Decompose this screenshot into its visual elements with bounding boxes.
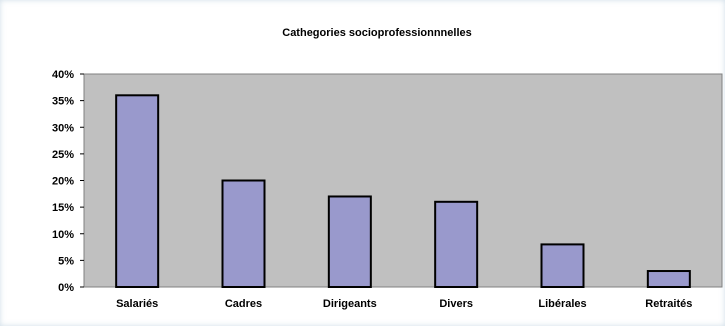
bar (115, 94, 160, 288)
y-tick-label: 40% (52, 69, 74, 81)
x-axis: Salariés Cadres Dirigeants Divers Libérales R… (116, 298, 692, 310)
y-tick-label: 5% (58, 255, 74, 267)
y-tick-label: 15% (52, 202, 74, 214)
y-tick-label: 35% (52, 96, 74, 108)
y-axis: 0% 5% 10% 15% 20% 25% 30% 35% 40% (52, 69, 84, 294)
bar (221, 179, 266, 288)
x-tick-label: Divers (439, 298, 473, 310)
x-tick-label: Retraités (645, 298, 692, 310)
x-tick-label: Cadres (225, 298, 262, 310)
y-tick-label: 30% (52, 122, 74, 134)
plot-area (83, 73, 723, 288)
bar (646, 270, 691, 288)
bars (115, 94, 691, 289)
bar (434, 200, 479, 288)
bar (540, 243, 585, 288)
chart-title: Cathegories socioprofessionnnelles (282, 27, 472, 39)
y-tick-label: 0% (58, 282, 74, 294)
x-tick-label: Dirigeants (323, 298, 377, 310)
bar (327, 195, 372, 289)
y-tick-label: 25% (52, 149, 74, 161)
y-tick-label: 20% (52, 176, 74, 188)
x-tick-label: Salariés (116, 298, 158, 310)
y-tick-label: 10% (52, 229, 74, 241)
x-tick-label: Libérales (538, 298, 586, 310)
